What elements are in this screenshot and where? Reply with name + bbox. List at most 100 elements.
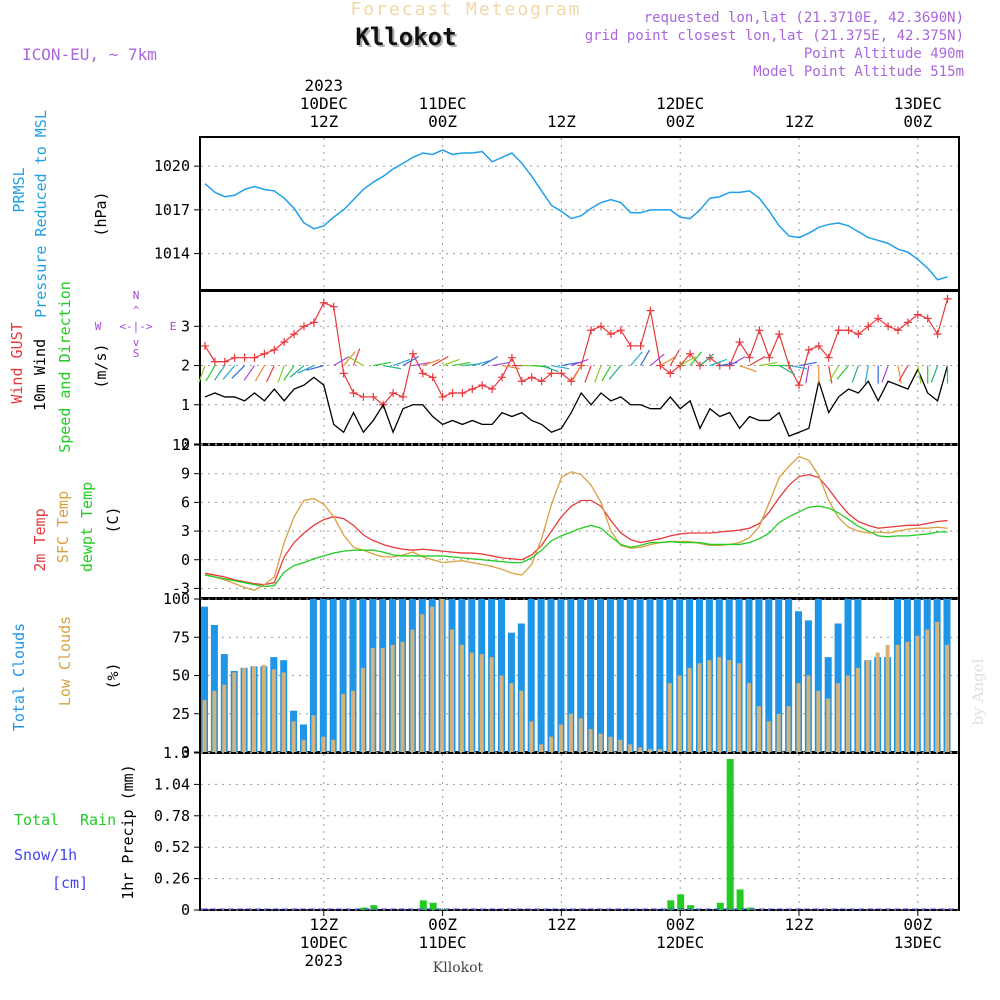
compass-s: S	[133, 347, 140, 360]
dewpt-temp-line	[204, 505, 948, 588]
low-clouds-bar	[232, 672, 237, 752]
wind-direction-barb	[897, 365, 902, 384]
low-clouds-bar	[677, 675, 682, 752]
total-clouds-bar	[567, 599, 575, 752]
wind-gust-point	[775, 330, 784, 339]
low-clouds-bar	[945, 644, 949, 752]
wind-gust-point	[399, 392, 407, 401]
low-clouds-bar	[529, 721, 534, 752]
time-label-top: 12Z	[309, 112, 338, 131]
wind-direction-barb	[836, 365, 849, 380]
total-clouds-bar	[339, 599, 347, 752]
wind-gust-point	[507, 353, 516, 362]
total-clouds-bar	[300, 724, 307, 752]
low-clouds-bar	[440, 599, 445, 752]
total-clouds-bar	[646, 599, 654, 752]
wind-10m-label: 10m Wind	[31, 339, 49, 411]
wind-direction-barb	[254, 365, 265, 382]
precip-total-label: Total	[14, 811, 59, 829]
wind-gust-line	[204, 298, 949, 406]
y-tick-label: 1020	[154, 157, 190, 175]
wind-direction-barb	[452, 361, 471, 367]
total-clouds-bar	[557, 599, 565, 752]
footer-location: Kllokot	[433, 960, 484, 976]
wind-gust-point	[468, 385, 477, 394]
compass-rose: N S W E <-|-> ^ v	[95, 289, 177, 360]
time-label-bottom: 00Z	[428, 915, 457, 934]
wind-gust-point	[626, 341, 635, 350]
wind-direction-barb	[491, 361, 510, 367]
total-clouds-bar	[814, 599, 822, 752]
low-clouds-bar	[558, 724, 563, 752]
wind-direction-barb	[561, 361, 580, 367]
total-clouds-bar	[755, 599, 763, 752]
low-clouds-bar	[865, 660, 870, 752]
wind-gust-point	[369, 392, 378, 401]
wind-gust-point	[587, 326, 596, 335]
rain-bar	[667, 900, 675, 910]
total-clouds-bar	[527, 599, 535, 752]
wind-gust-point	[666, 369, 675, 378]
total-clouds-bar	[201, 606, 208, 752]
total-clouds-bar	[587, 599, 595, 752]
wind-direction-barb	[347, 356, 364, 367]
time-label-bottom: 12DEC	[656, 933, 704, 952]
low-clouds-bar	[341, 693, 346, 752]
wind-gust-point	[844, 326, 853, 335]
wind-gust-point	[646, 306, 655, 315]
precip-panel-frame	[199, 752, 960, 911]
time-label-bottom: 00Z	[903, 915, 932, 934]
low-clouds-bar	[618, 739, 623, 752]
total-clouds-bar	[666, 599, 674, 752]
low-clouds-bar	[459, 644, 464, 752]
wind-direction-barb	[205, 365, 216, 382]
wind-direction-barb	[798, 361, 817, 367]
low-clouds-bar	[588, 729, 593, 752]
low-clouds-bar	[331, 739, 336, 752]
low-clouds-bar	[489, 657, 494, 752]
y-tick-label: 50	[172, 667, 190, 685]
total-clouds-bar	[616, 599, 624, 752]
low-clouds-bar	[311, 715, 316, 752]
y-tick-label: 75	[172, 628, 190, 646]
time-label-bottom: 00Z	[666, 915, 695, 934]
clouds-unit-label: (%)	[104, 662, 122, 689]
precip-unit-label: 1hr Precip (mm)	[119, 764, 137, 899]
low-clouds-bar	[766, 721, 771, 752]
wind-direction-barb	[594, 365, 602, 383]
wind-direction-barb	[213, 365, 226, 381]
total-clouds-bar	[606, 599, 614, 752]
pressure-panel-frame	[199, 136, 960, 291]
wind-gust-point	[517, 377, 526, 386]
y-tick-label: 100	[163, 590, 190, 608]
low-clouds-bar	[707, 660, 712, 752]
wind-direction-barb	[729, 356, 746, 367]
wind-direction-barb	[392, 358, 411, 367]
low-clouds-bar	[895, 644, 900, 752]
wind-gust-point	[438, 392, 447, 401]
total-clouds-bar	[765, 599, 773, 752]
wind-gust-point	[765, 353, 774, 362]
wind-direction-barb	[669, 349, 680, 366]
wind-gust-point	[537, 377, 546, 386]
wind-gust-point	[389, 389, 398, 397]
wind-direction-barb	[689, 351, 703, 366]
pressure-unit-label: (hPa)	[92, 191, 110, 236]
low-clouds-bar	[370, 647, 375, 752]
y-tick-label: 9	[181, 465, 190, 483]
low-clouds-bar	[648, 748, 652, 752]
low-clouds-bar	[667, 683, 672, 752]
low-clouds-bar	[717, 657, 722, 752]
rain-bar	[370, 905, 378, 910]
total-clouds-bar	[309, 599, 317, 752]
low-clouds-bar	[568, 713, 573, 752]
low-clouds-bar	[271, 669, 276, 752]
watermark: by Angel	[969, 658, 987, 725]
wind-direction-barb	[571, 358, 589, 367]
low-clouds-bar	[390, 644, 395, 752]
wind-gust-point	[300, 322, 308, 331]
wind-gust-point	[577, 361, 586, 370]
model-point-altitude: Model Point Altitude 515m	[753, 64, 964, 80]
wind-unit-label: (m/s)	[92, 343, 110, 388]
wind-gust-point	[359, 392, 368, 401]
